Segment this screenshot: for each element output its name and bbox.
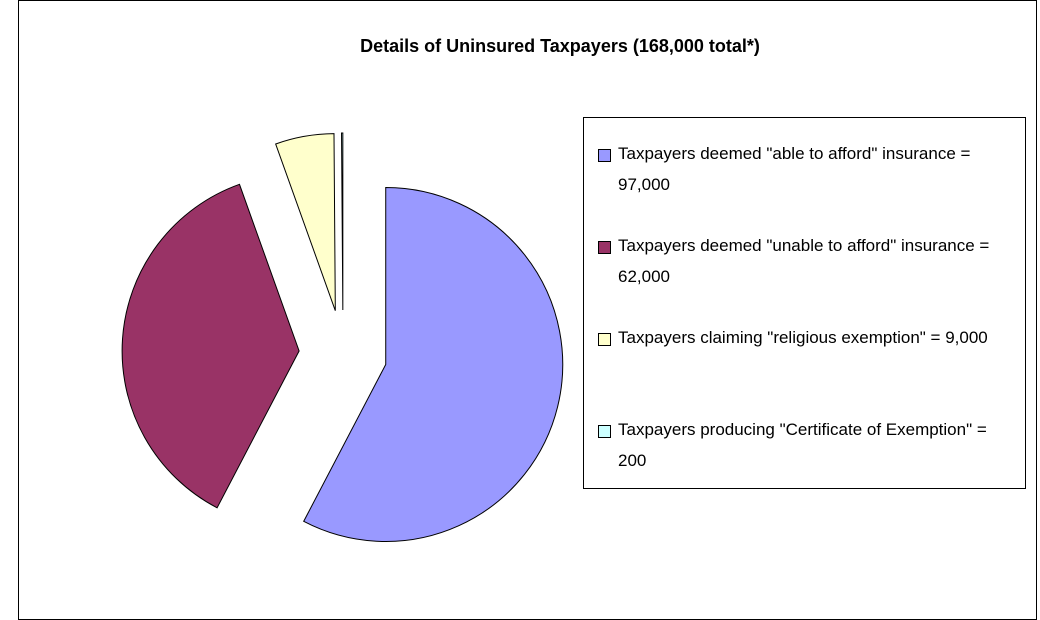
legend: Taxpayers deemed "able to afford" insura… [583, 117, 1026, 489]
legend-swatch [598, 333, 611, 346]
legend-swatch [598, 149, 611, 162]
legend-label: Taxpayers producing "Certificate of Exem… [618, 420, 987, 470]
legend-label: Taxpayers claiming "religious exemption"… [618, 328, 988, 347]
pie-slice [275, 133, 336, 311]
pie-slice [121, 183, 300, 509]
legend-swatch [598, 425, 611, 438]
legend-item: Taxpayers claiming "religious exemption"… [598, 322, 1018, 353]
legend-swatch [598, 241, 611, 254]
chart-title: Details of Uninsured Taxpayers (168,000 … [360, 36, 760, 56]
legend-label: Taxpayers deemed "able to afford" insura… [618, 144, 971, 194]
legend-item: Taxpayers producing "Certificate of Exem… [598, 414, 1018, 476]
pie-slice [341, 132, 344, 311]
legend-item: Taxpayers deemed "able to afford" insura… [598, 138, 1018, 200]
legend-item: Taxpayers deemed "unable to afford" insu… [598, 230, 1018, 292]
pie-slice [303, 186, 564, 542]
pie [121, 132, 564, 542]
legend-label: Taxpayers deemed "unable to afford" insu… [618, 236, 990, 286]
